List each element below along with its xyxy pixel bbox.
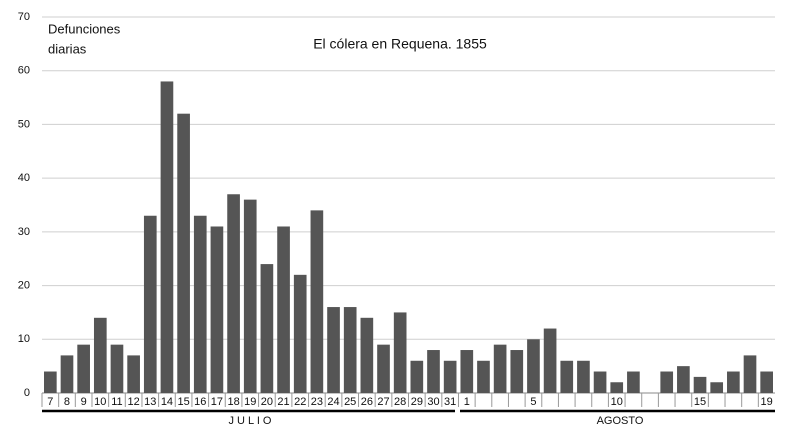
y-tick-label: 50: [18, 118, 30, 130]
x-tick-label: 15: [694, 396, 706, 408]
chart-title: El cólera en Requena. 1855: [313, 36, 487, 52]
bar: [727, 371, 740, 393]
bar: [377, 344, 390, 393]
bar: [410, 360, 424, 393]
x-tick-label: 14: [161, 396, 173, 408]
bar: [43, 371, 57, 393]
month-label: J U L I O: [229, 415, 272, 427]
y-tick-label: 30: [18, 226, 30, 238]
bar: [260, 264, 274, 393]
bar: [660, 371, 674, 393]
x-tick-label: 8: [64, 396, 70, 408]
x-tick-label: 10: [611, 396, 623, 408]
x-tick-label: 12: [128, 396, 140, 408]
bar: [77, 344, 90, 393]
bar: [743, 355, 757, 393]
x-tick-label: 28: [394, 396, 406, 408]
bar: [543, 328, 557, 393]
bar: [760, 371, 774, 393]
x-tick-label: 27: [377, 396, 389, 408]
bar: [277, 226, 290, 393]
bar: [710, 382, 724, 393]
bar: [210, 226, 224, 393]
bar: [510, 350, 524, 393]
bar: [243, 199, 257, 393]
bar: [560, 360, 574, 393]
bar: [60, 355, 74, 393]
y-label: diarias: [48, 41, 87, 56]
x-tick-label: 1: [464, 396, 470, 408]
x-tick-label: 29: [411, 396, 423, 408]
x-tick-label: 10: [94, 396, 106, 408]
bar: [460, 350, 474, 393]
bar: [127, 355, 140, 393]
y-tick-label: 10: [18, 333, 30, 345]
x-tick-label: 7: [47, 396, 53, 408]
bar: [143, 215, 157, 393]
x-tick-label: 19: [244, 396, 256, 408]
x-tick-label: 17: [211, 396, 223, 408]
bar: [193, 215, 207, 393]
y-tick-label: 40: [18, 172, 30, 184]
bar: [593, 371, 607, 393]
bar: [677, 366, 690, 393]
x-tick-label: 19: [761, 396, 773, 408]
bar: [693, 376, 707, 393]
bar: [360, 317, 374, 393]
bar: [393, 312, 407, 393]
bar: [343, 307, 357, 393]
x-tick-label: 23: [311, 396, 323, 408]
x-tick-label: 11: [111, 396, 122, 408]
bar: [327, 307, 340, 393]
bar: [527, 339, 540, 393]
bar: [110, 344, 124, 393]
bar: [427, 350, 440, 393]
bar: [227, 194, 240, 393]
bar: [177, 113, 190, 393]
x-tick-label: 16: [194, 396, 206, 408]
x-tick-label: 24: [327, 396, 339, 408]
bar: [310, 210, 324, 393]
x-tick-label: 31: [444, 396, 456, 408]
x-tick-label: 13: [144, 396, 156, 408]
y-tick-label: 0: [24, 387, 30, 399]
bar: [93, 317, 107, 393]
month-label: AGOSTO: [597, 415, 644, 427]
x-tick-label: 5: [530, 396, 536, 408]
y-tick-label: 70: [18, 11, 30, 23]
bar: [160, 81, 174, 393]
bar: [477, 360, 490, 393]
y-tick-label: 20: [18, 279, 30, 291]
x-tick-label: 15: [177, 396, 189, 408]
x-tick-label: 26: [361, 396, 373, 408]
x-tick-label: 30: [427, 396, 439, 408]
bar: [610, 382, 624, 393]
bar: [443, 360, 457, 393]
bar: [627, 371, 640, 393]
bar: [293, 274, 307, 393]
bar: [493, 344, 507, 393]
x-tick-label: 18: [227, 396, 239, 408]
x-tick-label: 21: [277, 396, 289, 408]
x-tick-label: 22: [294, 396, 306, 408]
x-tick-label: 20: [261, 396, 273, 408]
y-tick-label: 60: [18, 65, 30, 77]
bar: [577, 360, 590, 393]
x-tick-label: 25: [344, 396, 356, 408]
x-tick-label: 9: [81, 396, 87, 408]
y-label: Defunciones: [48, 21, 121, 36]
